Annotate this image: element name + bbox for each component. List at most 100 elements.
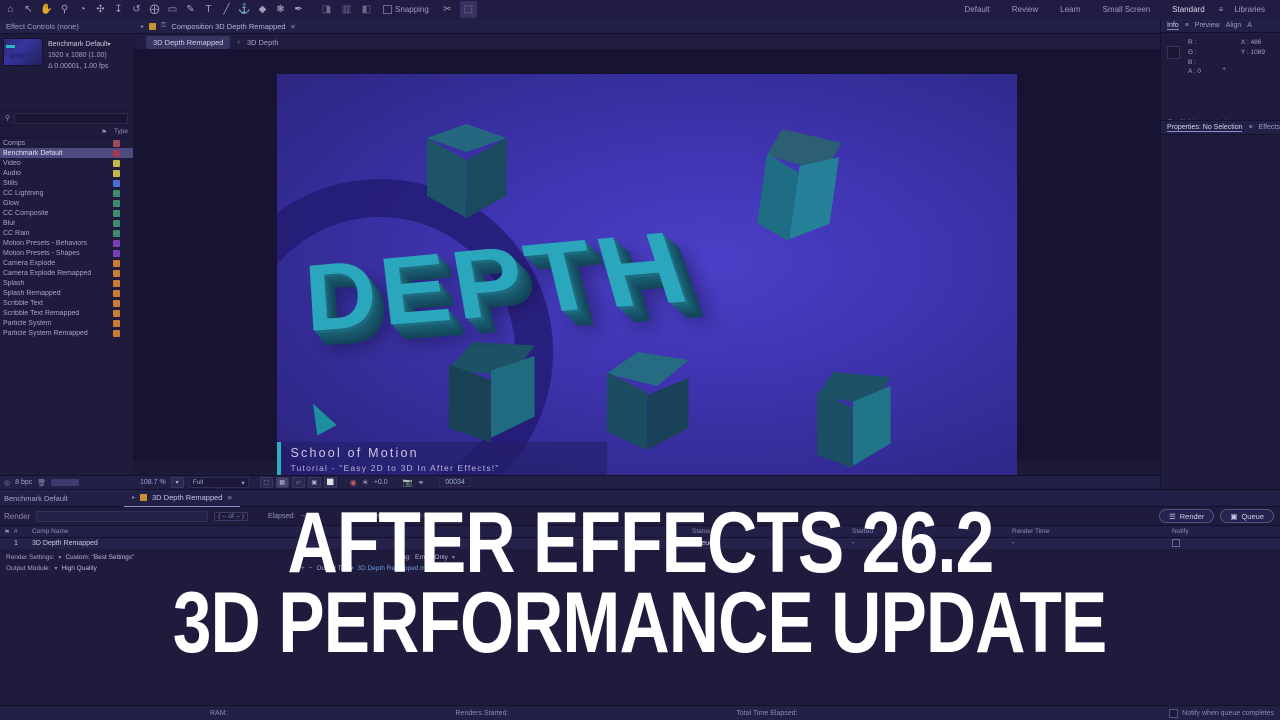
- align-right-icon[interactable]: ◧: [361, 3, 372, 15]
- list-item[interactable]: CC Composite: [0, 208, 133, 218]
- workspace-tab-libraries[interactable]: Libraries: [1234, 5, 1265, 14]
- render-queue-tab[interactable]: ▸ 3D Depth Remapped ≡: [124, 490, 240, 507]
- output-to-value[interactable]: 3D Depth Remapped.mov: [357, 565, 433, 572]
- label-color-swatch[interactable]: [113, 289, 120, 297]
- chevron-down-icon[interactable]: ▾: [170, 477, 184, 488]
- puppet-pin-tool-icon[interactable]: ✒: [294, 3, 303, 15]
- checkbox-icon[interactable]: [383, 5, 392, 14]
- pixel-aspect-icon[interactable]: ⬜: [323, 477, 337, 488]
- lock-icon[interactable]: ⚿: [161, 22, 167, 29]
- project-footer-slider[interactable]: [51, 479, 80, 486]
- list-item[interactable]: Motion Presets - Shapes: [0, 248, 133, 258]
- 3d-view-icon[interactable]: ▱: [291, 477, 305, 488]
- bit-depth-label[interactable]: 8 bpc: [15, 479, 33, 486]
- pan-under-tool-icon[interactable]: ✣: [96, 3, 105, 15]
- label-color-swatch[interactable]: [113, 239, 120, 247]
- label-color-swatch[interactable]: [113, 279, 120, 287]
- list-item[interactable]: Motion Presets - Behaviors: [0, 238, 133, 248]
- camera-icon[interactable]: 📷: [402, 478, 413, 487]
- label-color-swatch[interactable]: [113, 249, 120, 257]
- home-icon[interactable]: ⌂: [7, 3, 14, 15]
- zoom-level-value[interactable]: 108.7 %: [140, 479, 166, 486]
- list-item[interactable]: Glow: [0, 198, 133, 208]
- label-color-swatch[interactable]: [113, 229, 120, 237]
- snap-options-icon[interactable]: ✂: [443, 3, 452, 15]
- breadcrumb-active[interactable]: 3D Depth Remapped: [146, 35, 231, 49]
- clone-stamp-tool-icon[interactable]: ⚓: [238, 3, 251, 15]
- panel-menu-icon[interactable]: ≡: [1248, 124, 1253, 131]
- label-color-swatch[interactable]: [113, 329, 120, 337]
- label-color-swatch[interactable]: [113, 259, 120, 267]
- label-color-swatch[interactable]: [113, 219, 120, 227]
- list-item[interactable]: Scribble Text Remapped: [0, 308, 133, 318]
- brush-tool-icon[interactable]: ╱: [223, 3, 230, 15]
- selection-tool-icon[interactable]: ↖: [24, 3, 33, 15]
- label-color-swatch[interactable]: [113, 159, 120, 167]
- chevron-right-icon[interactable]: ▸: [141, 23, 145, 30]
- workspace-tab-standard[interactable]: Standard: [1161, 0, 1216, 20]
- roto-brush-tool-icon[interactable]: ❃: [276, 3, 285, 15]
- channels-icon[interactable]: ◉: [349, 478, 357, 487]
- hand-tool-icon[interactable]: ✋: [40, 3, 53, 15]
- label-color-swatch[interactable]: [113, 139, 120, 147]
- workspace-tab-default[interactable]: Default: [964, 5, 990, 14]
- project-search-input[interactable]: [14, 112, 128, 124]
- plus-icon[interactable]: +: [300, 565, 305, 572]
- composition-tab[interactable]: ▸ ⚿ Composition 3D Depth Remapped ≡: [133, 19, 1160, 34]
- log-value[interactable]: Errors Only: [415, 554, 448, 561]
- show-snapshot-icon[interactable]: ⚭: [417, 478, 425, 487]
- properties-tab-properties[interactable]: Properties: No Selection: [1167, 123, 1243, 132]
- label-color-swatch[interactable]: [113, 199, 120, 207]
- list-item[interactable]: Particle System: [0, 318, 133, 328]
- workspace-tab-small-screen[interactable]: Small Screen: [1102, 5, 1151, 14]
- workspace-tab-learn[interactable]: Learn: [1060, 5, 1081, 14]
- list-item[interactable]: Video: [0, 158, 133, 168]
- label-color-swatch[interactable]: [113, 269, 120, 277]
- label-color-swatch[interactable]: [113, 149, 120, 157]
- dolly-tool-icon[interactable]: ↧: [114, 3, 123, 15]
- label-color-swatch[interactable]: [113, 169, 120, 177]
- current-frame-value[interactable]: 00034: [439, 478, 471, 487]
- anchor-point-tool-icon[interactable]: ⨁: [149, 3, 160, 15]
- transparency-grid-icon[interactable]: ▦: [275, 477, 289, 488]
- orbit-tool-icon[interactable]: ◔: [79, 3, 86, 15]
- info-tab-info[interactable]: Info: [1167, 21, 1179, 30]
- list-item[interactable]: Camera Explode Remapped: [0, 268, 133, 278]
- list-item[interactable]: CC Lightning: [0, 188, 133, 198]
- view-layout-icon[interactable]: ▣: [307, 477, 321, 488]
- panel-menu-icon[interactable]: ≡: [290, 21, 295, 31]
- eraser-tool-icon[interactable]: ◆: [258, 3, 267, 15]
- label-color-swatch[interactable]: [113, 179, 120, 187]
- resolution-select[interactable]: Full ▾: [188, 477, 249, 488]
- project-item-list[interactable]: Comps Benchmark Default Video Audio Stills CC…: [0, 138, 133, 368]
- label-color-swatch[interactable]: [113, 299, 120, 307]
- list-item[interactable]: Benchmark Default: [0, 148, 133, 158]
- align-left-icon[interactable]: ◨: [321, 3, 332, 15]
- chevron-down-icon[interactable]: ▾: [58, 555, 62, 561]
- exposure-value[interactable]: +0.0: [373, 479, 388, 486]
- rectangle-tool-icon[interactable]: ▭: [167, 3, 178, 15]
- queue-button[interactable]: ▣ Queue: [1220, 509, 1274, 523]
- render-button[interactable]: ☰ Render: [1159, 509, 1215, 523]
- region-of-interest-icon[interactable]: ⬚: [259, 477, 273, 488]
- composition-viewer[interactable]: DEPTH School of Motion Tutorial - "Easy …: [133, 49, 1160, 494]
- label-color-swatch[interactable]: [113, 189, 120, 197]
- list-item[interactable]: Comps: [0, 138, 133, 148]
- output-module-value[interactable]: High Quality: [61, 565, 97, 572]
- info-tab-a[interactable]: A: [1247, 22, 1252, 29]
- effect-controls-tab[interactable]: Effect Controls (none): [0, 19, 133, 34]
- trash-icon[interactable]: 🗑: [37, 479, 47, 487]
- color-depth-icon[interactable]: ◎: [4, 479, 11, 487]
- project-panel-tab-label[interactable]: Benchmark Default: [4, 493, 68, 503]
- zoom-tool-icon[interactable]: ⚲: [60, 3, 69, 15]
- chevron-down-icon[interactable]: ▾: [350, 566, 354, 572]
- list-item[interactable]: Audio: [0, 168, 133, 178]
- table-row[interactable]: 1 3D Depth Remapped Queued - -: [0, 538, 1280, 549]
- label-color-swatch[interactable]: [113, 319, 120, 327]
- panel-menu-icon[interactable]: ≡: [1184, 22, 1189, 29]
- workspace-tab-review[interactable]: Review: [1011, 5, 1039, 14]
- label-color-swatch[interactable]: [113, 209, 120, 217]
- list-item[interactable]: Stills: [0, 178, 133, 188]
- list-item[interactable]: Camera Explode: [0, 258, 133, 268]
- notify-checkbox[interactable]: [1169, 709, 1179, 718]
